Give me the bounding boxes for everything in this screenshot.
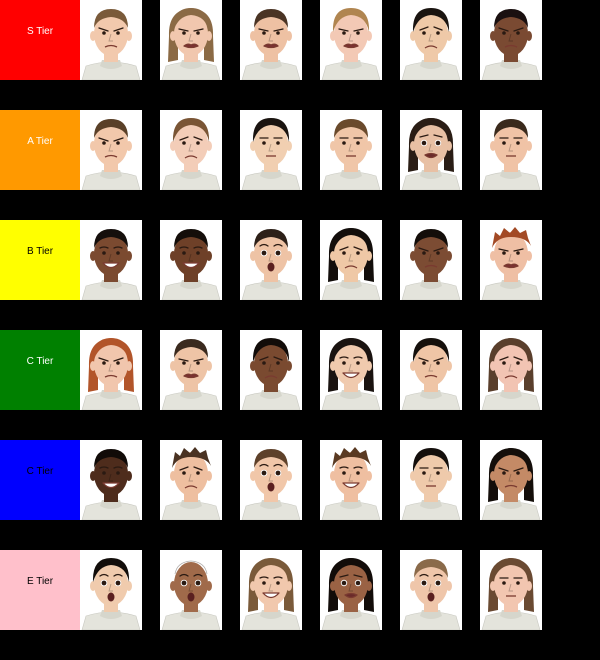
tier-label-box[interactable]: S Tier — [0, 0, 80, 80]
face-photo[interactable] — [400, 220, 462, 300]
tier-label-text: E Tier — [26, 576, 54, 587]
tier-label-text: A Tier — [27, 136, 53, 147]
face-photo[interactable] — [320, 220, 382, 300]
tier-row: C Tier — [0, 330, 560, 410]
face-photo[interactable] — [160, 550, 222, 630]
face-photo[interactable] — [320, 0, 382, 80]
tier-label-text: B Tier — [26, 246, 54, 257]
face-photo[interactable] — [240, 330, 302, 410]
tier-row: S Tier — [0, 0, 560, 80]
tier-row: E Tier — [0, 550, 560, 630]
face-photo[interactable] — [240, 110, 302, 190]
face-photo[interactable] — [320, 330, 382, 410]
face-photo[interactable] — [80, 440, 142, 520]
face-photo[interactable] — [80, 220, 142, 300]
face-photo[interactable] — [80, 0, 142, 80]
tier-row: A Tier — [0, 110, 560, 190]
tier-label-text: C Tier — [26, 466, 54, 477]
tier-label-box[interactable]: A Tier — [0, 110, 80, 190]
face-photo[interactable] — [160, 330, 222, 410]
face-photo[interactable] — [480, 220, 542, 300]
tier-label-box[interactable]: C Tier — [0, 330, 80, 410]
face-photo[interactable] — [240, 550, 302, 630]
face-photo[interactable] — [80, 110, 142, 190]
face-photo[interactable] — [240, 440, 302, 520]
face-photo[interactable] — [80, 330, 142, 410]
face-photo[interactable] — [480, 0, 542, 80]
face-photo[interactable] — [240, 220, 302, 300]
face-photo[interactable] — [480, 550, 542, 630]
face-photo[interactable] — [160, 440, 222, 520]
face-photo[interactable] — [480, 330, 542, 410]
face-photo[interactable] — [240, 0, 302, 80]
face-photo[interactable] — [400, 0, 462, 80]
face-photo[interactable] — [320, 440, 382, 520]
face-photo[interactable] — [400, 110, 462, 190]
tier-row: C Tier — [0, 440, 560, 520]
face-photo[interactable] — [480, 110, 542, 190]
tier-label-box[interactable]: C Tier — [0, 440, 80, 520]
tier-label-box[interactable]: E Tier — [0, 550, 80, 630]
tier-row: B Tier — [0, 220, 560, 300]
face-photo[interactable] — [400, 440, 462, 520]
face-photo[interactable] — [480, 440, 542, 520]
tier-label-box[interactable]: B Tier — [0, 220, 80, 300]
face-photo[interactable] — [320, 550, 382, 630]
face-photo[interactable] — [400, 550, 462, 630]
tier-label-text: C Tier — [26, 356, 54, 367]
face-photo[interactable] — [160, 0, 222, 80]
face-photo[interactable] — [160, 110, 222, 190]
face-photo[interactable] — [400, 330, 462, 410]
face-photo[interactable] — [160, 220, 222, 300]
tier-label-text: S Tier — [26, 26, 54, 37]
face-photo[interactable] — [80, 550, 142, 630]
face-photo[interactable] — [320, 110, 382, 190]
